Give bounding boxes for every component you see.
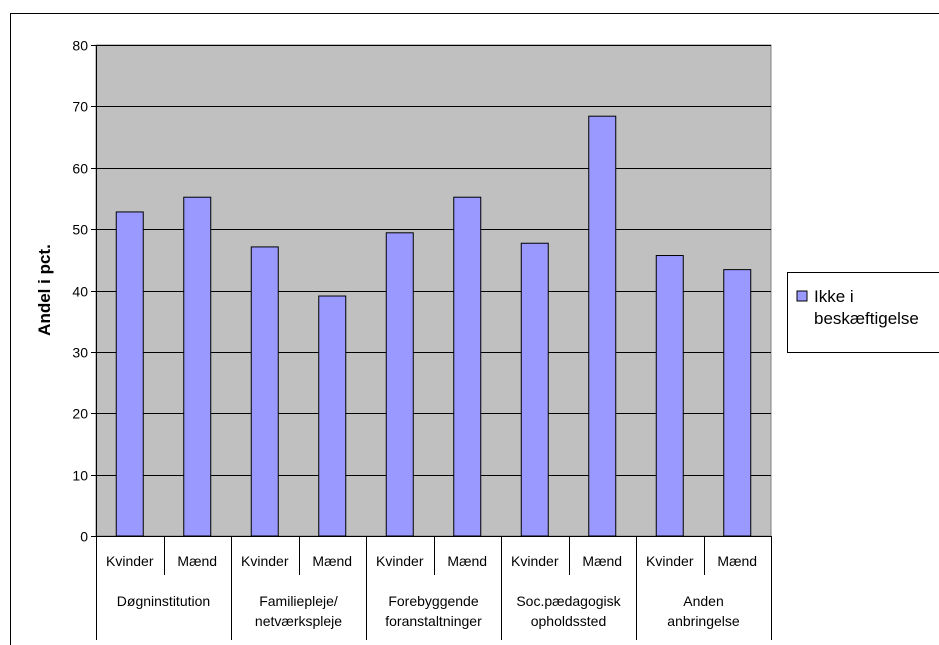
- category-label: Kvinder: [646, 553, 694, 569]
- category-label: Mænd: [717, 553, 757, 569]
- category-labels: Kvinder Mænd Kvinder Mænd Kvinder Mænd Kvinder…: [106, 553, 757, 569]
- bar: [183, 196, 212, 537]
- y-tick-labels: 0 10 20 30 40 50 60 70 80: [72, 38, 88, 545]
- group-label: anbringelse: [667, 613, 740, 629]
- group-label: Døgninstitution: [117, 593, 210, 609]
- bar: [453, 196, 482, 537]
- group-label: netværkspleje: [255, 613, 342, 629]
- category-label: Kvinder: [376, 553, 424, 569]
- group-label: Forebyggende: [388, 593, 479, 609]
- y-tick-label: 80: [72, 38, 88, 54]
- bar: [250, 246, 279, 537]
- bar: [723, 269, 752, 537]
- y-tick-label: 50: [72, 222, 88, 238]
- group-label: Soc.pædagogisk: [516, 593, 621, 609]
- y-axis-label: Andel i pct.: [35, 244, 54, 336]
- group-label: foranstaltninger: [385, 613, 482, 629]
- group-label: Anden: [683, 593, 723, 609]
- bar: [588, 115, 617, 537]
- y-tick-label: 10: [72, 468, 88, 484]
- bar: [318, 295, 347, 537]
- category-label: Mænd: [447, 553, 487, 569]
- bars: [115, 115, 752, 537]
- category-label: Mænd: [177, 553, 217, 569]
- category-label: Kvinder: [106, 553, 154, 569]
- y-tick-label: 20: [72, 406, 88, 422]
- axes: [91, 45, 772, 640]
- category-label: Kvinder: [241, 553, 289, 569]
- category-label: Mænd: [582, 553, 622, 569]
- category-label: Kvinder: [511, 553, 559, 569]
- bar: [655, 255, 684, 537]
- legend-label-line-1: Ikke i: [814, 287, 854, 306]
- legend-swatch: [796, 290, 808, 302]
- legend-box: [787, 272, 939, 353]
- category-label: Mænd: [312, 553, 352, 569]
- legend-label-line-2: beskæftigelse: [814, 309, 919, 328]
- legend: Ikke i beskæftigelse: [787, 272, 939, 353]
- y-tick-label: 60: [72, 161, 88, 177]
- group-label: opholdssted: [531, 613, 607, 629]
- bar: [115, 211, 144, 537]
- y-tick-label: 0: [80, 529, 88, 545]
- group-label: Familiepleje/: [259, 593, 338, 609]
- y-tick-label: 40: [72, 284, 88, 300]
- bar: [385, 232, 414, 537]
- y-tick-label: 30: [72, 345, 88, 361]
- bar: [520, 242, 549, 537]
- y-tick-label: 70: [72, 99, 88, 115]
- group-labels: Døgninstitution Familiepleje/netværksplej…: [117, 593, 740, 629]
- legend-label: Ikke i beskæftigelse: [814, 287, 919, 328]
